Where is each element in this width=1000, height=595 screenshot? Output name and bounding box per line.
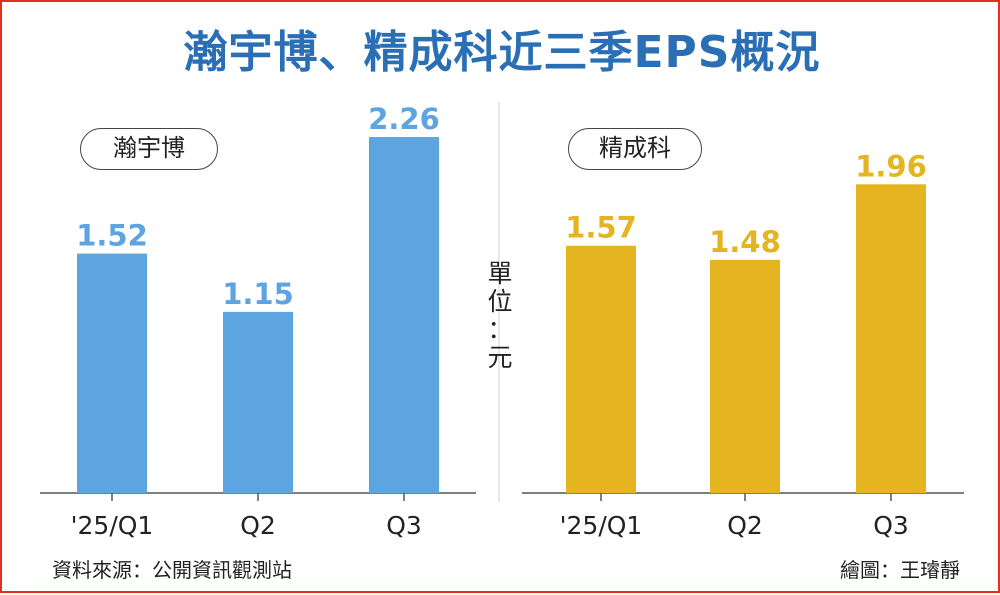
graphic-credit: 繪圖：王璿靜 (840, 558, 960, 582)
right-value-label: 1.48 (709, 225, 781, 259)
right-bar (710, 259, 780, 493)
right-bar-panel: 1.57 '25/Q1 1.48 Q2 1.96 Q3 (522, 149, 964, 540)
unit-label: 單 位 ： 元 (480, 260, 520, 372)
right-value-label: 1.96 (855, 149, 927, 183)
right-bar (566, 245, 636, 493)
right-category-label: Q2 (727, 511, 763, 540)
right-chart-name-pill: 精成科 (568, 128, 702, 170)
data-source: 資料來源：公開資訊觀測站 (52, 558, 292, 582)
left-chart-name-pill: 瀚宇博 (80, 128, 218, 170)
chart-title: 瀚宇博、精成科近三季EPS概況 (183, 27, 821, 78)
right-category-label: '25/Q1 (560, 511, 643, 540)
left-bar (223, 311, 293, 493)
unit-label-char: 單 (487, 259, 513, 288)
left-bar (369, 137, 439, 494)
unit-label-char: ： (487, 315, 513, 344)
unit-label-char: 元 (487, 343, 513, 372)
right-bar (856, 184, 926, 494)
left-value-label: 1.52 (76, 219, 148, 253)
left-category-label: '25/Q1 (71, 511, 154, 540)
left-bar (77, 253, 147, 493)
right-category-label: Q3 (873, 511, 909, 540)
left-category-label: Q2 (240, 511, 276, 540)
right-value-label: 1.57 (565, 211, 637, 245)
left-category-label: Q3 (386, 511, 422, 540)
unit-label-char: 位 (487, 287, 513, 316)
left-bar-panel: 1.52 '25/Q1 1.15 Q2 2.26 Q3 (40, 102, 476, 540)
left-value-label: 2.26 (368, 102, 440, 136)
left-value-label: 1.15 (222, 277, 294, 311)
